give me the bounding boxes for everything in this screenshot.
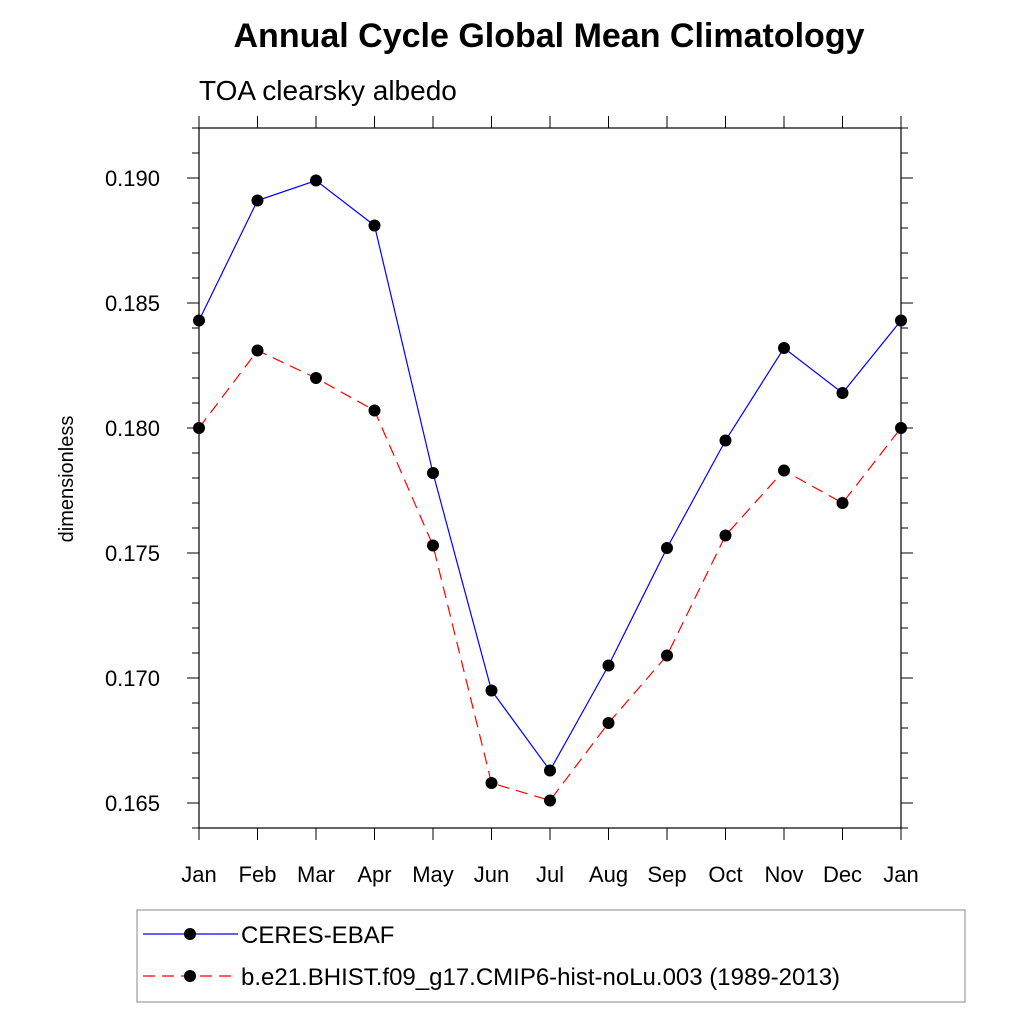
x-tick-label: Oct	[708, 862, 742, 887]
x-tick-label: Mar	[297, 862, 335, 887]
x-tick-label: Jan	[181, 862, 216, 887]
x-tick-label: Dec	[823, 862, 862, 887]
legend-box	[136, 909, 966, 1003]
legend-label-model: b.e21.BHIST.f09_g17.CMIP6-hist-noLu.003 …	[241, 964, 840, 991]
y-tick-label: 0.180	[105, 416, 160, 441]
x-tick-label: Aug	[589, 862, 628, 887]
x-tick-label: Jan	[883, 862, 918, 887]
data-point	[602, 717, 615, 729]
chart-subtitle: TOA clearsky albedo	[199, 75, 457, 106]
series-line-1	[198, 349, 902, 802]
data-point	[661, 649, 673, 662]
y-tick-label: 0.165	[105, 791, 160, 816]
x-tick-label: Apr	[357, 862, 391, 887]
data-point	[836, 387, 849, 399]
series-line-0	[198, 179, 902, 772]
legend-label-ceres-ebaf: CERES-EBAF	[241, 922, 394, 949]
y-tick-labels: 0.165 0.170 0.175 0.180 0.185 0.190	[105, 166, 160, 816]
axis-ticks	[187, 116, 913, 840]
data-point	[251, 194, 264, 207]
plot-frame	[198, 127, 902, 829]
y-axis-label: dimensionless	[56, 416, 78, 543]
data-point	[368, 404, 381, 417]
legend-marker-ceres-ebaf	[184, 928, 196, 940]
data-point	[485, 684, 498, 697]
series-layer	[193, 174, 907, 807]
data-point	[368, 219, 381, 232]
data-point	[544, 764, 556, 777]
x-tick-labels: Jan Feb Mar Apr May Jun Jul Aug Sep Oct Nov Dec Jan	[181, 862, 918, 887]
y-tick-label: 0.190	[105, 166, 160, 191]
data-point	[310, 372, 322, 384]
data-point	[427, 467, 439, 479]
data-point	[544, 794, 556, 807]
chart-title: Annual Cycle Global Mean Climatology	[234, 17, 865, 55]
y-tick-label: 0.185	[105, 291, 160, 316]
data-point	[778, 342, 790, 354]
data-point	[719, 529, 732, 542]
data-point	[836, 497, 849, 509]
x-tick-label: Feb	[239, 862, 277, 887]
data-point	[310, 174, 322, 187]
data-point	[778, 464, 790, 477]
data-point	[427, 539, 439, 552]
legend-marker-model	[184, 970, 196, 982]
x-tick-label: May	[412, 862, 454, 887]
y-tick-label: 0.175	[105, 541, 160, 566]
data-point	[602, 659, 615, 672]
data-point	[661, 542, 673, 554]
x-tick-label: Jun	[474, 862, 509, 887]
y-tick-label: 0.170	[105, 666, 160, 691]
legend: CERES-EBAF b.e21.BHIST.f09_g17.CMIP6-his…	[136, 909, 966, 1003]
data-point	[251, 344, 264, 357]
x-tick-label: Sep	[647, 862, 686, 887]
data-point	[485, 777, 498, 789]
x-tick-label: Jul	[536, 862, 564, 887]
data-point	[719, 434, 732, 447]
x-tick-label: Nov	[764, 862, 803, 887]
